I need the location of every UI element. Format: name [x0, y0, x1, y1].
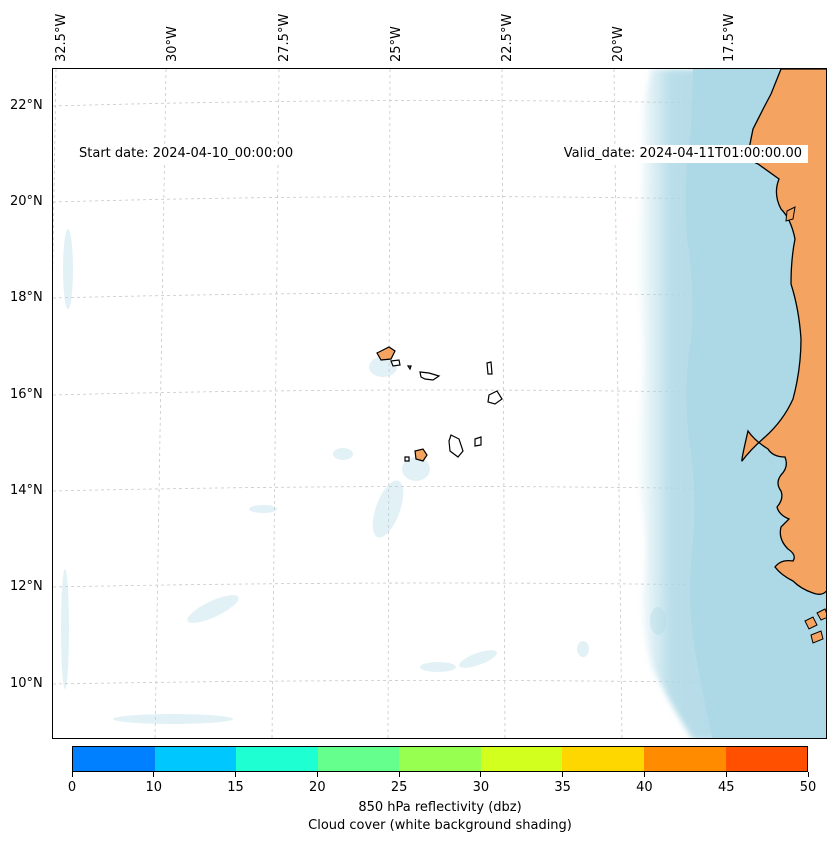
cloud-patch: [402, 457, 430, 481]
island-maio: [474, 436, 482, 447]
colorbar-tick-label: 50: [799, 780, 817, 795]
map-canvas: [53, 69, 826, 738]
lat-label-16n: 16°N: [10, 387, 43, 402]
map-panel: Start date: 2024-04-10_00:00:00 Valid_da…: [52, 68, 827, 739]
colorbar-tick: [71, 772, 73, 777]
valid-date-label: Valid_date: 2024-04-11T01:00:00.00: [557, 145, 808, 163]
colorbar-segment: [562, 747, 644, 771]
colorbar-tick-label: 20: [309, 780, 326, 795]
coastal-island: [816, 608, 826, 621]
lat-label-12n: 12°N: [10, 579, 43, 594]
cape-verde-islands: [376, 346, 503, 462]
colorbar-tick-label: 30: [472, 780, 490, 795]
island-santa-luzia: [406, 365, 412, 371]
colorbar-tick-label: 40: [636, 780, 653, 795]
lat-label-10n: 10°N: [10, 676, 43, 691]
colorbar-tick: [562, 772, 564, 777]
island-sal: [486, 361, 493, 375]
island-sao-nicolau: [419, 371, 441, 381]
lon-label-25w: 25°W: [389, 26, 404, 62]
cloud-patch: [187, 595, 239, 623]
colorbar-tick-label: 35: [554, 780, 571, 795]
colorbar-tick: [398, 772, 400, 777]
cloud-patch: [372, 480, 404, 538]
colorbar-segment: [643, 747, 726, 771]
colorbar: [72, 746, 808, 772]
coastal-island: [804, 616, 818, 630]
cloud-patch: [369, 357, 397, 377]
lat-label-20n: 20°N: [10, 194, 43, 209]
cloud-patch: [333, 448, 353, 460]
colorbar-tick-label: 10: [145, 780, 163, 795]
colorbar-tick-label: 15: [227, 780, 244, 795]
meridian-22-5w: [501, 69, 506, 738]
cloud-patch: [459, 650, 497, 668]
lon-label-32-5w: 32.5°W: [54, 13, 69, 62]
start-date-label: Start date: 2024-04-10_00:00:00: [73, 145, 300, 163]
cloud-patch: [420, 662, 456, 672]
lon-label-17-5w: 17.5°W: [722, 13, 737, 62]
lat-label-22n: 22°N: [10, 98, 43, 113]
coastal-island: [810, 630, 824, 644]
lat-label-18n: 18°N: [10, 290, 43, 305]
colorbar-tick: [643, 772, 645, 777]
colorbar-tick-label: 25: [390, 780, 408, 795]
bijagos-islands: [785, 206, 826, 644]
meridian-25w: [387, 69, 391, 738]
colorbar-segment: [317, 747, 400, 771]
meridian-20w: [613, 69, 623, 738]
cloud-patch: [63, 229, 73, 309]
lat-label-14n: 14°N: [10, 483, 43, 498]
colorbar-tick: [153, 772, 155, 777]
cloud-patch: [61, 569, 69, 689]
colorbar-tick: [235, 772, 237, 777]
longitude-gridlines: [53, 69, 738, 738]
island-sao-vicente: [390, 359, 401, 367]
lon-label-27-5w: 27.5°W: [277, 13, 292, 62]
lon-label-30w: 30°W: [165, 26, 180, 62]
lon-label-22-5w: 22.5°W: [500, 13, 515, 62]
colorbar-segment: [725, 747, 808, 771]
cloud-patch: [249, 505, 277, 513]
meridian-27-5w: [271, 69, 280, 738]
cloud-patch: [577, 641, 589, 657]
cloud-patch: [650, 607, 666, 635]
meridian-32-5w: [53, 69, 57, 277]
meridian-30w: [154, 69, 167, 738]
colorbar-segment: [154, 747, 237, 771]
colorbar-tick: [807, 772, 809, 777]
colorbar-tick: [480, 772, 482, 777]
cloud-patches: [61, 229, 666, 724]
colorbar-tick-label: 0: [67, 780, 77, 795]
colorbar-tick: [316, 772, 318, 777]
island-santo-antao: [376, 346, 396, 361]
colorbar-tick-label: 45: [717, 780, 735, 795]
colorbar-tick: [725, 772, 727, 777]
africa-mainland: [741, 69, 826, 595]
colorbar-subtitle: Cloud cover (white background shading): [308, 818, 572, 833]
lon-label-20w: 20°W: [611, 26, 626, 62]
colorbar-segment: [73, 747, 155, 771]
island-santiago: [448, 434, 464, 458]
island-brava: [404, 456, 410, 462]
colorbar-segment: [236, 747, 318, 771]
colorbar-segment: [399, 747, 481, 771]
coastal-island: [785, 206, 796, 222]
island-fogo: [414, 448, 428, 462]
island-boa-vista: [487, 390, 503, 405]
cloud-patch: [113, 714, 233, 724]
colorbar-title: 850 hPa reflectivity (dbz): [358, 800, 522, 815]
colorbar-segment: [480, 747, 563, 771]
